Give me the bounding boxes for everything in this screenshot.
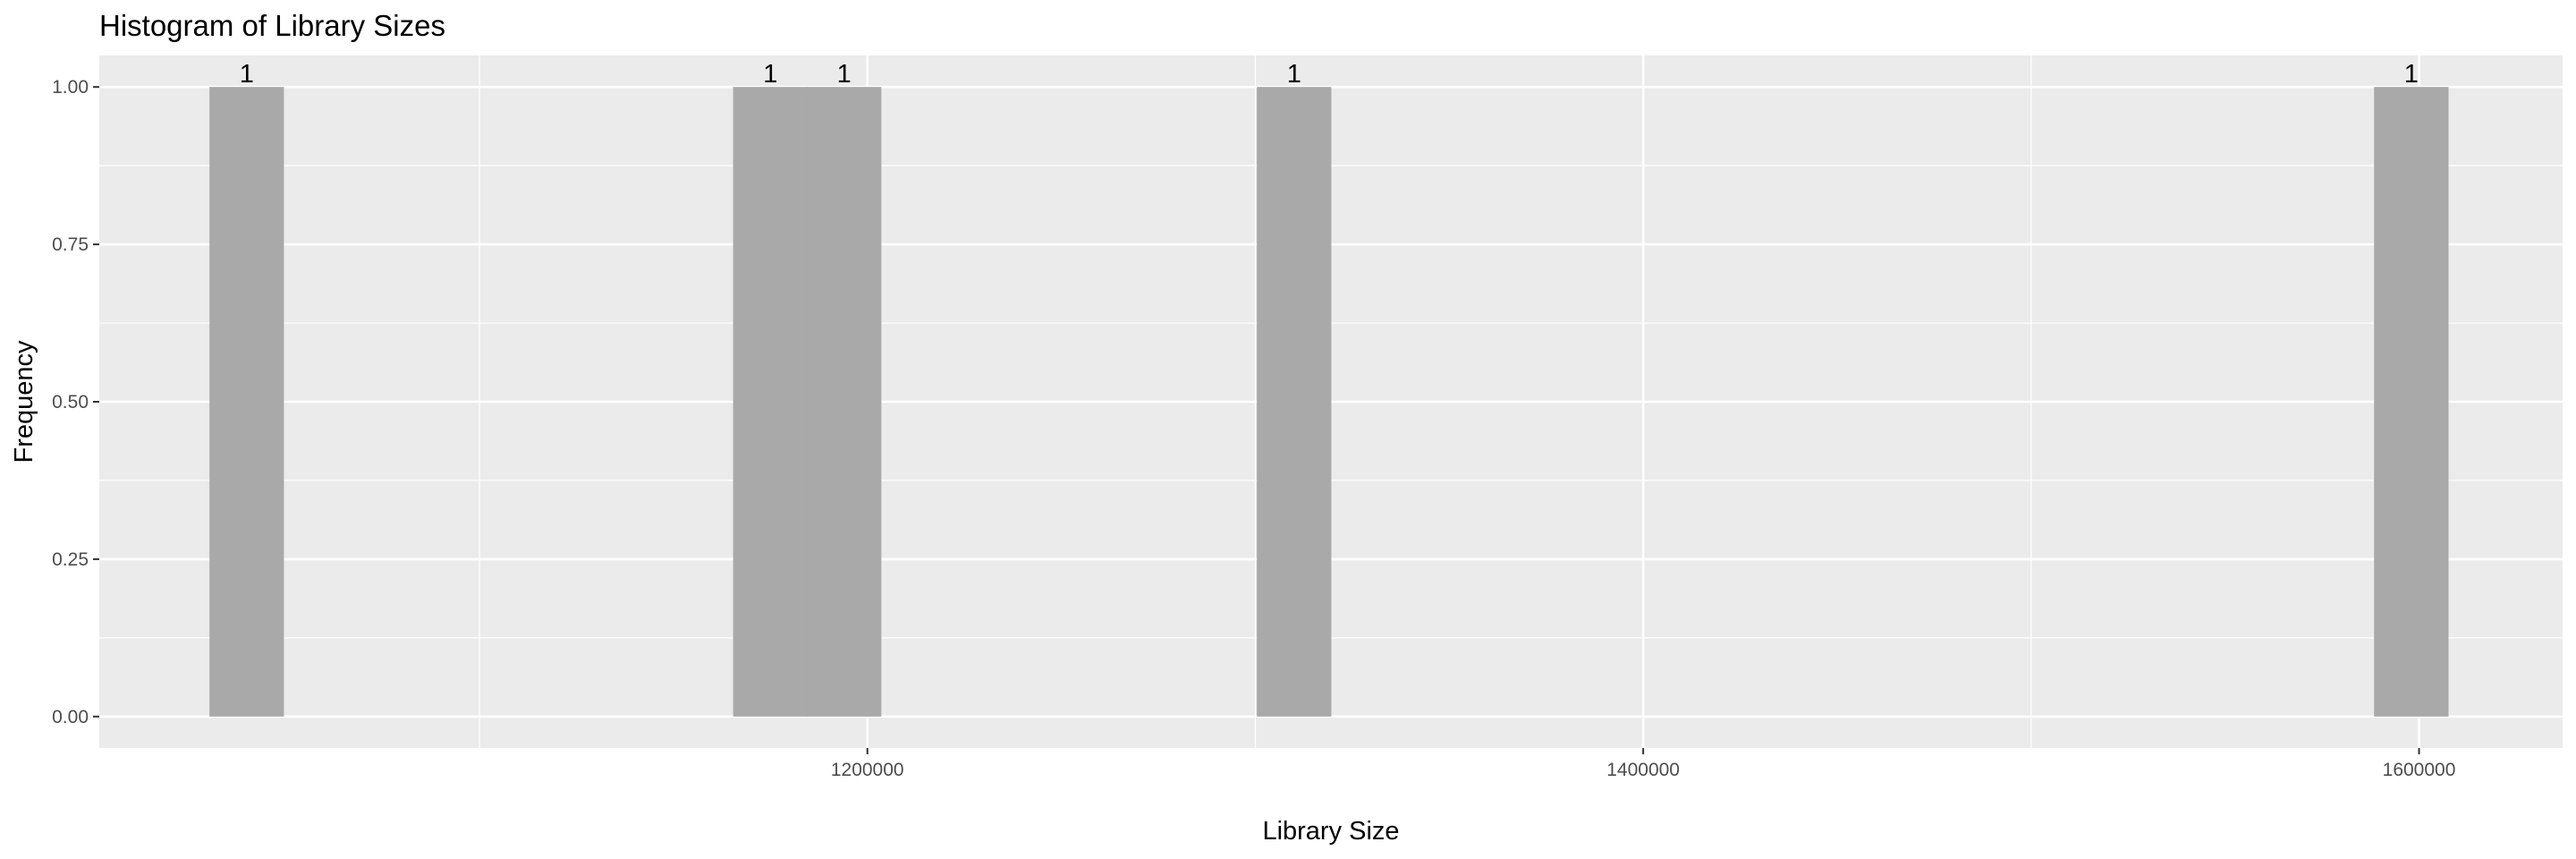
y-tick-label: 0.75 (52, 234, 89, 255)
bar-labels-layer: 1 1 1 1 1 (240, 60, 2419, 89)
x-tick-label: 1600000 (2383, 760, 2456, 780)
bar-count-label: 1 (837, 60, 852, 89)
x-axis: 1200000 1400000 1600000 (831, 748, 2456, 780)
y-tick-label: 0.00 (52, 707, 89, 727)
y-axis-title: Frequency (10, 340, 38, 464)
bar-count-label: 1 (1287, 60, 1301, 89)
y-tick-label: 0.25 (52, 549, 89, 570)
bars-layer (209, 87, 2449, 717)
bar-count-label: 1 (2404, 60, 2419, 89)
histogram-bar (807, 87, 882, 717)
chart-title: Histogram of Library Sizes (99, 9, 445, 42)
y-tick-label: 0.50 (52, 392, 89, 412)
x-tick-label: 1200000 (831, 760, 904, 780)
x-axis-title: Library Size (1262, 817, 1399, 846)
histogram-bar (733, 87, 808, 717)
bar-count-label: 1 (763, 60, 777, 89)
bar-count-label: 1 (240, 60, 254, 89)
y-tick-label: 1.00 (52, 77, 89, 98)
histogram-bar (209, 87, 284, 717)
histogram-bar (2374, 87, 2449, 717)
x-tick-label: 1400000 (1606, 760, 1680, 780)
y-axis: 0.00 0.25 0.50 0.75 1.00 (52, 77, 99, 727)
histogram-bar (1257, 87, 1332, 717)
